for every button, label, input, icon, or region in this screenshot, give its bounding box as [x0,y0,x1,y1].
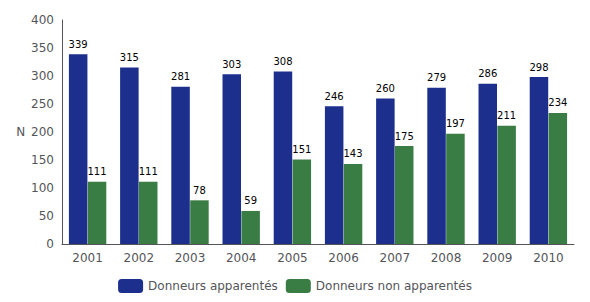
svg-text:151: 151 [292,144,311,155]
svg-text:111: 111 [87,166,106,177]
svg-text:315: 315 [120,52,139,63]
svg-text:234: 234 [548,97,567,108]
svg-text:59: 59 [244,195,257,206]
svg-text:279: 279 [427,72,446,83]
svg-text:2003: 2003 [175,251,206,265]
svg-text:50: 50 [39,209,54,223]
svg-text:260: 260 [376,83,395,94]
svg-text:143: 143 [343,148,362,159]
svg-text:286: 286 [478,68,497,79]
svg-text:0: 0 [46,237,54,251]
svg-text:2004: 2004 [226,251,257,265]
svg-text:2008: 2008 [431,251,462,265]
svg-text:308: 308 [273,56,292,67]
svg-text:200: 200 [31,125,54,139]
svg-text:2009: 2009 [482,251,513,265]
svg-text:2010: 2010 [533,251,564,265]
svg-text:78: 78 [193,185,206,196]
svg-text:300: 300 [31,69,54,83]
svg-text:246: 246 [325,91,344,102]
svg-text:250: 250 [31,97,54,111]
svg-text:Donneurs non apparentés: Donneurs non apparentés [316,279,472,293]
svg-text:303: 303 [222,59,241,70]
svg-text:Donneurs apparentés: Donneurs apparentés [148,279,278,293]
svg-text:111: 111 [139,166,158,177]
svg-text:100: 100 [31,181,54,195]
svg-text:175: 175 [395,131,414,142]
svg-text:2007: 2007 [380,251,411,265]
svg-text:400: 400 [31,13,54,27]
svg-text:2001: 2001 [72,251,103,265]
svg-text:N: N [16,125,25,139]
svg-text:339: 339 [69,39,88,50]
svg-text:350: 350 [31,41,54,55]
svg-text:2006: 2006 [328,251,359,265]
svg-text:197: 197 [446,118,465,129]
svg-text:2002: 2002 [124,251,155,265]
svg-text:211: 211 [497,110,516,121]
svg-text:298: 298 [529,62,548,73]
svg-text:2005: 2005 [277,251,308,265]
svg-text:281: 281 [171,71,190,82]
svg-text:150: 150 [31,153,54,167]
